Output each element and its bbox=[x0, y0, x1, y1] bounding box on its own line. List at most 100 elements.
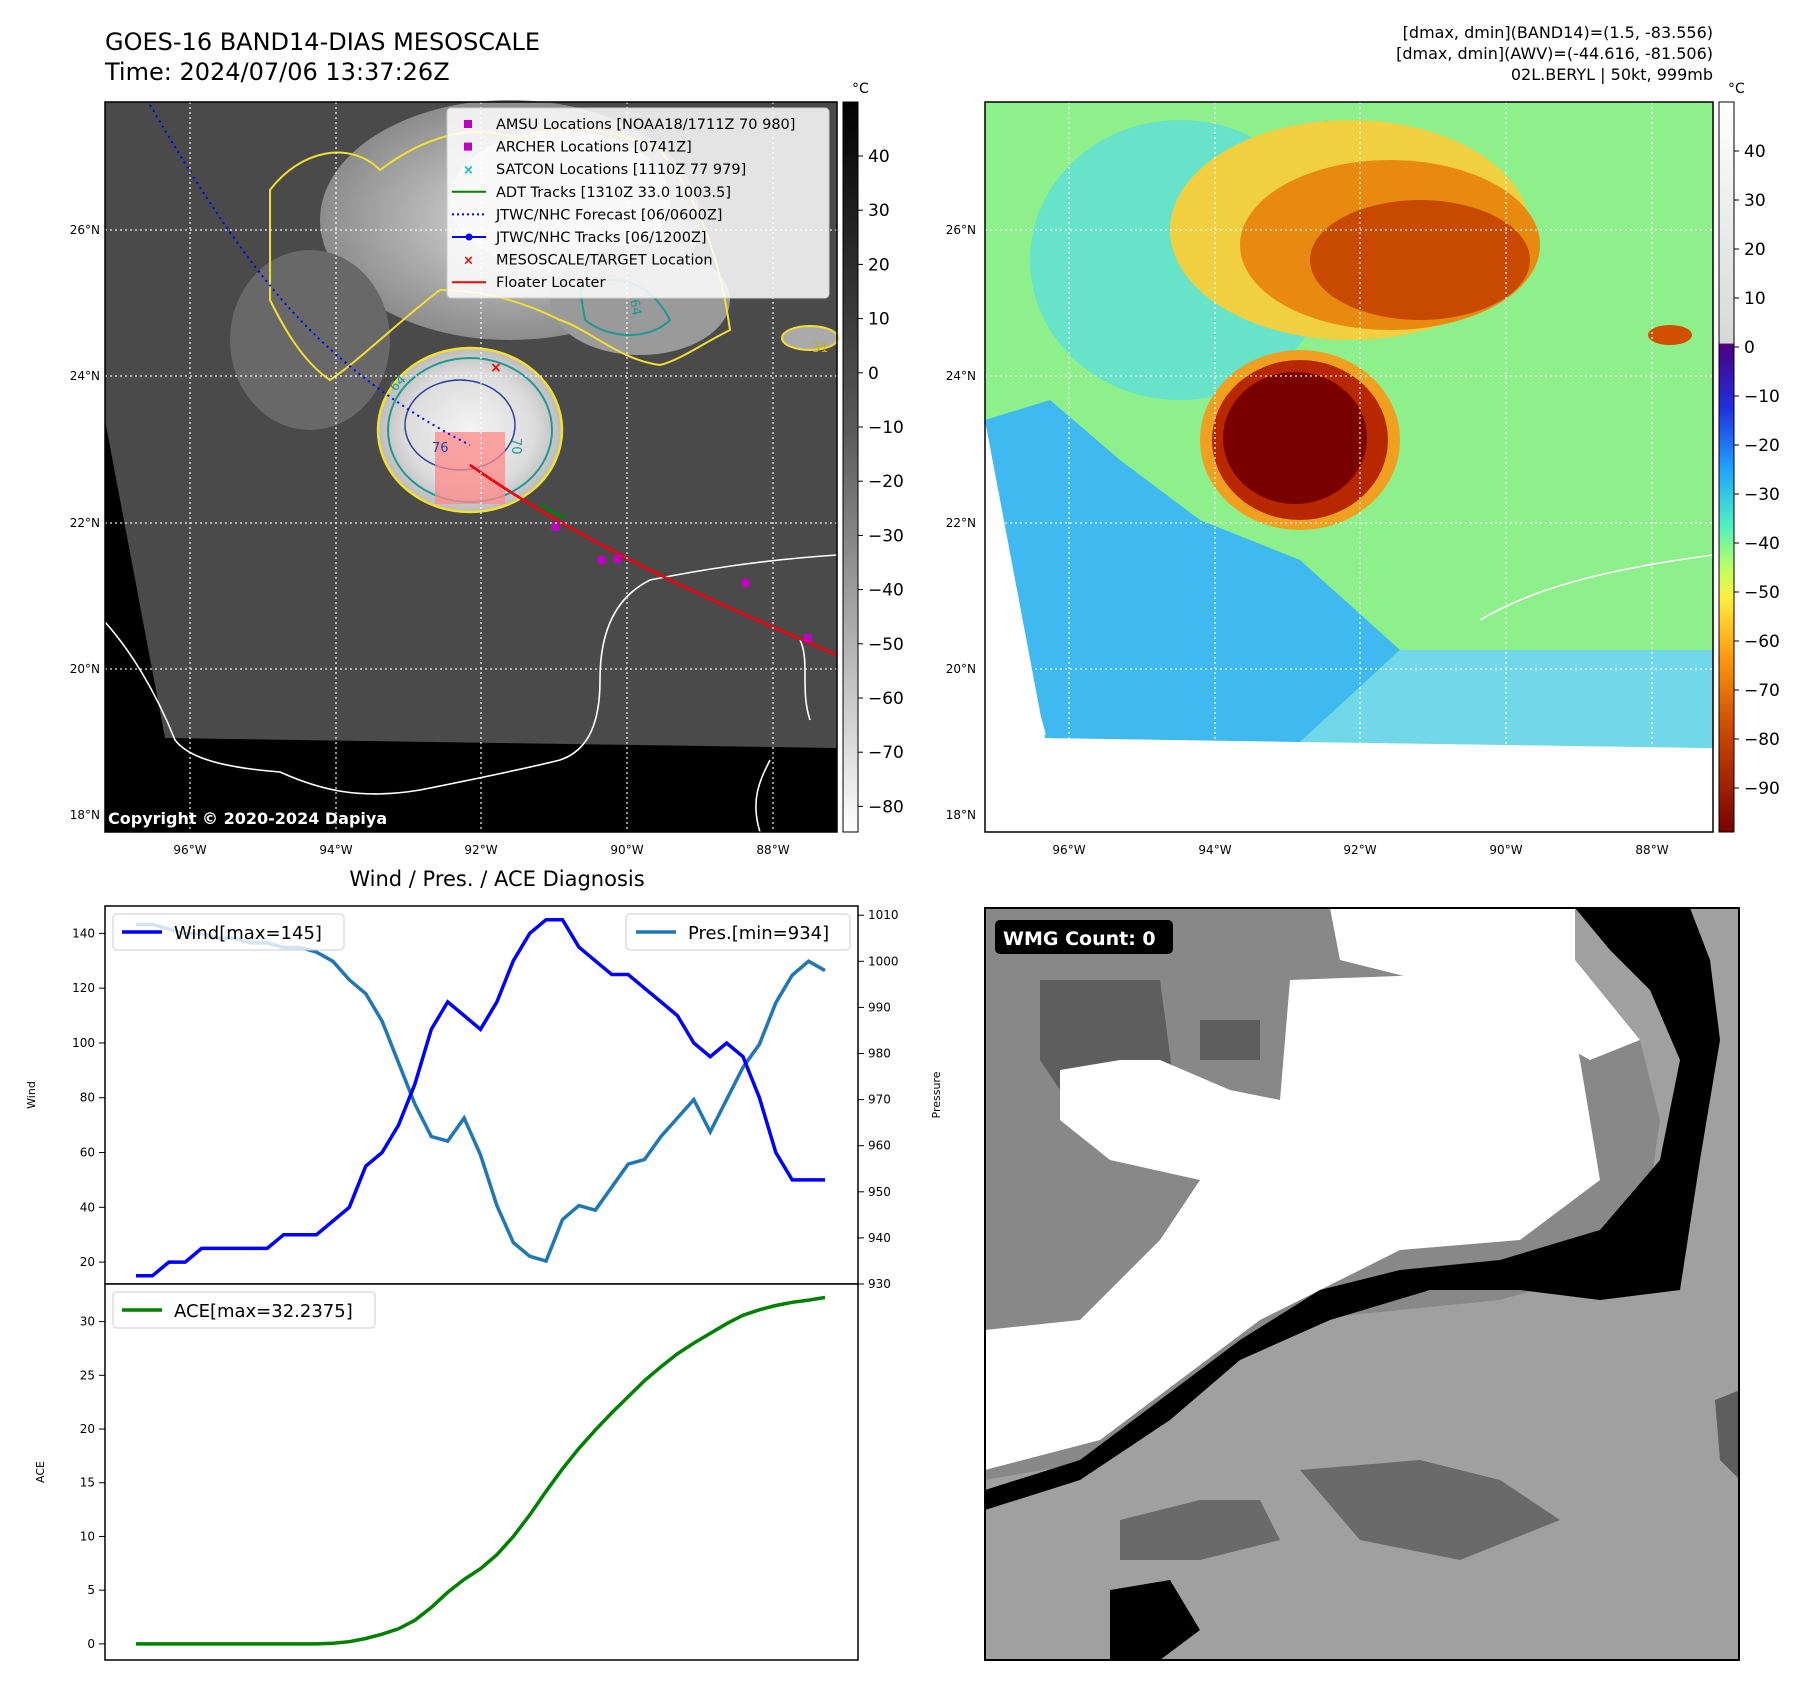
pressure-tick-label: 930 bbox=[868, 1277, 891, 1291]
lat-label: 18°N bbox=[70, 808, 100, 822]
colorbar-tick-label: 30 bbox=[1744, 191, 1766, 211]
legend-marker: × bbox=[463, 254, 474, 269]
ace-legend-label: ACE[max=32.2375] bbox=[174, 1301, 353, 1322]
contour-label: 31 bbox=[812, 341, 829, 356]
lat-label: 26°N bbox=[946, 223, 976, 237]
colorbar-tick-label: −50 bbox=[1744, 583, 1780, 603]
pressure-legend: Pres.[min=934] bbox=[625, 913, 851, 951]
ace-tick-label: 0 bbox=[87, 1637, 95, 1651]
copyright-text: Copyright © 2020-2024 Dapiya bbox=[108, 809, 387, 828]
lat-label: 18°N bbox=[946, 808, 976, 822]
colorbar-tick-label: −90 bbox=[1744, 779, 1780, 799]
legend-item: JTWC/NHC Tracks [06/1200Z] bbox=[452, 230, 707, 246]
pressure-tick-label: 940 bbox=[868, 1231, 891, 1245]
lon-label: 92°W bbox=[464, 843, 497, 857]
figure-title: GOES-16 BAND14-DIAS MESOSCALE bbox=[105, 28, 540, 56]
wind-tick-label: 100 bbox=[72, 1036, 95, 1050]
pressure-tick-label: 970 bbox=[868, 1093, 891, 1107]
wind-pressure-chart: 20 40 60 80 100 120 140 930 940 950 960 970 980 990 1… bbox=[25, 905, 943, 1291]
lon-label: 90°W bbox=[1489, 843, 1522, 857]
colorbar-tick-label: 20 bbox=[1744, 240, 1766, 260]
wind-tick-label: 40 bbox=[80, 1200, 95, 1214]
colorbar-tick-label: 10 bbox=[1744, 289, 1766, 309]
legend-item: ARCHER Locations [0741Z] bbox=[464, 140, 692, 156]
wmg-count-label: WMG Count: 0 bbox=[1003, 928, 1156, 950]
contour-label: 64 bbox=[626, 298, 644, 317]
legend-marker bbox=[464, 120, 472, 128]
contour-label: 76 bbox=[432, 441, 449, 456]
lat-label: 24°N bbox=[70, 369, 100, 383]
colorbar-unit: °C bbox=[1728, 81, 1745, 97]
wind-legend: Wind[max=145] bbox=[112, 913, 345, 951]
lat-label: 26°N bbox=[70, 223, 100, 237]
colorbar-tick-label: 20 bbox=[868, 255, 890, 275]
ace-series-line bbox=[136, 1295, 826, 1646]
ace-legend: ACE[max=32.2375] bbox=[112, 1291, 376, 1329]
pressure-legend-label: Pres.[min=934] bbox=[688, 923, 829, 944]
legend-item: ADT Tracks [1310Z 33.0 1003.5] bbox=[452, 185, 731, 201]
colorbar-tick-label: −70 bbox=[868, 743, 904, 763]
wmg-panel: WMG Count: 0 bbox=[984, 907, 1740, 1661]
pressure-tick-label: 990 bbox=[868, 1000, 891, 1014]
ace-tick-label: 25 bbox=[80, 1368, 95, 1382]
info-storm: 02L.BERYL | 50kt, 999mb bbox=[1511, 65, 1713, 84]
lon-label: 88°W bbox=[756, 843, 789, 857]
lon-label: 90°W bbox=[610, 843, 643, 857]
lon-label: 94°W bbox=[319, 843, 352, 857]
legend-item: × MESOSCALE/TARGET Location bbox=[463, 253, 713, 269]
ace-tick-label: 20 bbox=[80, 1422, 95, 1436]
colorbar-tick-label: 30 bbox=[868, 201, 890, 221]
ace-tick-label: 15 bbox=[80, 1476, 95, 1490]
awv-color-map bbox=[984, 101, 1714, 833]
colorbar-tick-label: −20 bbox=[1744, 436, 1780, 456]
svg-text:×: × bbox=[490, 360, 502, 376]
info-band14: [dmax, dmin](BAND14)=(1.5, -83.556) bbox=[1403, 23, 1713, 42]
lat-label: 22°N bbox=[70, 516, 100, 530]
colorbar-tick-label: −10 bbox=[1744, 387, 1780, 407]
colorbar-tick-label: 40 bbox=[868, 147, 890, 167]
legend-label: MESOSCALE/TARGET Location bbox=[496, 253, 713, 269]
legend-label: SATCON Locations [1110Z 77 979] bbox=[496, 162, 746, 178]
legend-item: Floater Locater bbox=[452, 275, 605, 291]
legend-label: ADT Tracks [1310Z 33.0 1003.5] bbox=[496, 185, 731, 201]
legend-marker bbox=[464, 142, 472, 151]
colorbar-tick-label: −20 bbox=[868, 472, 904, 492]
colorbar-tick-label: −70 bbox=[1744, 681, 1780, 701]
pressure-tick-label: 980 bbox=[868, 1047, 891, 1061]
lon-label: 92°W bbox=[1343, 843, 1376, 857]
lat-label: 22°N bbox=[946, 516, 976, 530]
legend-marker-dot bbox=[465, 233, 473, 241]
left-map-axes: 26°N 24°N 22°N 20°N 18°N 96°W 94°W 92°W … bbox=[70, 223, 790, 857]
right-map-axes: 26°N 24°N 22°N 20°N 18°N 96°W 94°W 92°W … bbox=[946, 223, 1669, 857]
legend-label: JTWC/NHC Forecast [06/0600Z] bbox=[495, 207, 722, 223]
ace-axis-label: ACE bbox=[34, 1461, 47, 1483]
ace-tick-label: 5 bbox=[87, 1583, 95, 1597]
colorbar-unit: °C bbox=[852, 81, 869, 97]
colorbar-tick-label: 0 bbox=[1744, 338, 1755, 358]
wind-series-line bbox=[136, 917, 825, 1278]
colorbar-tick-label: −80 bbox=[1744, 730, 1780, 750]
legend-label: Floater Locater bbox=[496, 275, 605, 291]
color-colorbar: °C 40 30 20 10 0 −10 −20 −30 −40 −50 −60 −70 −80 −90 bbox=[1718, 81, 1780, 833]
colorbar-tick-label: −40 bbox=[1744, 534, 1780, 554]
pressure-tick-label: 960 bbox=[868, 1139, 891, 1153]
legend-item: AMSU Locations [NOAA18/1711Z 70 980] bbox=[464, 117, 795, 133]
colorbar-tick-label: −80 bbox=[868, 797, 904, 817]
wind-axis-label: Wind bbox=[25, 1081, 38, 1109]
colorbar-tick-label: −30 bbox=[1744, 485, 1780, 505]
figure-time: Time: 2024/07/06 13:37:26Z bbox=[104, 58, 450, 86]
gray-colorbar: °C 40 30 20 10 0 −10 −20 −30 −40 −50 −60 −70 −80 bbox=[842, 81, 904, 833]
wind-tick-label: 60 bbox=[80, 1146, 95, 1160]
legend-label: ARCHER Locations [0741Z] bbox=[496, 140, 692, 156]
lon-label: 96°W bbox=[1052, 843, 1085, 857]
colorbar-tick-label: −40 bbox=[868, 581, 904, 601]
wind-tick-label: 120 bbox=[72, 981, 95, 995]
colorbar-tick-label: −60 bbox=[1744, 632, 1780, 652]
ace-tick-label: 10 bbox=[80, 1529, 95, 1543]
colorbar-tick-label: 40 bbox=[1744, 142, 1766, 162]
ace-tick-label: 30 bbox=[80, 1315, 95, 1329]
lat-label: 20°N bbox=[70, 662, 100, 676]
pressure-tick-label: 1010 bbox=[868, 908, 899, 922]
map-legend: AMSU Locations [NOAA18/1711Z 70 980] ARCH… bbox=[446, 107, 830, 299]
